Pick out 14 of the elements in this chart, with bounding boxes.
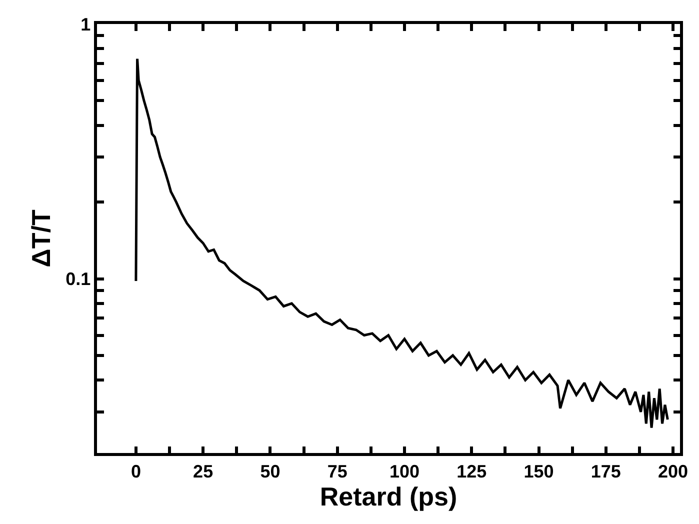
y-tick-label: 1	[80, 14, 91, 34]
x-tick-label: 200	[658, 461, 688, 482]
line-series	[134, 58, 669, 430]
x-tick-label: 100	[389, 461, 420, 482]
x-tick-label: 125	[456, 461, 487, 482]
x-tick-label: 25	[193, 461, 214, 482]
x-tick-label: 0	[130, 461, 141, 482]
x-tick-label: 50	[260, 461, 280, 482]
x-tick-label: 175	[590, 461, 621, 482]
x-tick-label: 150	[524, 461, 554, 482]
x-axis-title: Retard (ps)	[320, 481, 458, 512]
y-tick-label: 0.1	[66, 269, 91, 290]
y-axis-title: ΔT/T	[26, 210, 56, 268]
x-tick-label: 75	[327, 461, 348, 482]
